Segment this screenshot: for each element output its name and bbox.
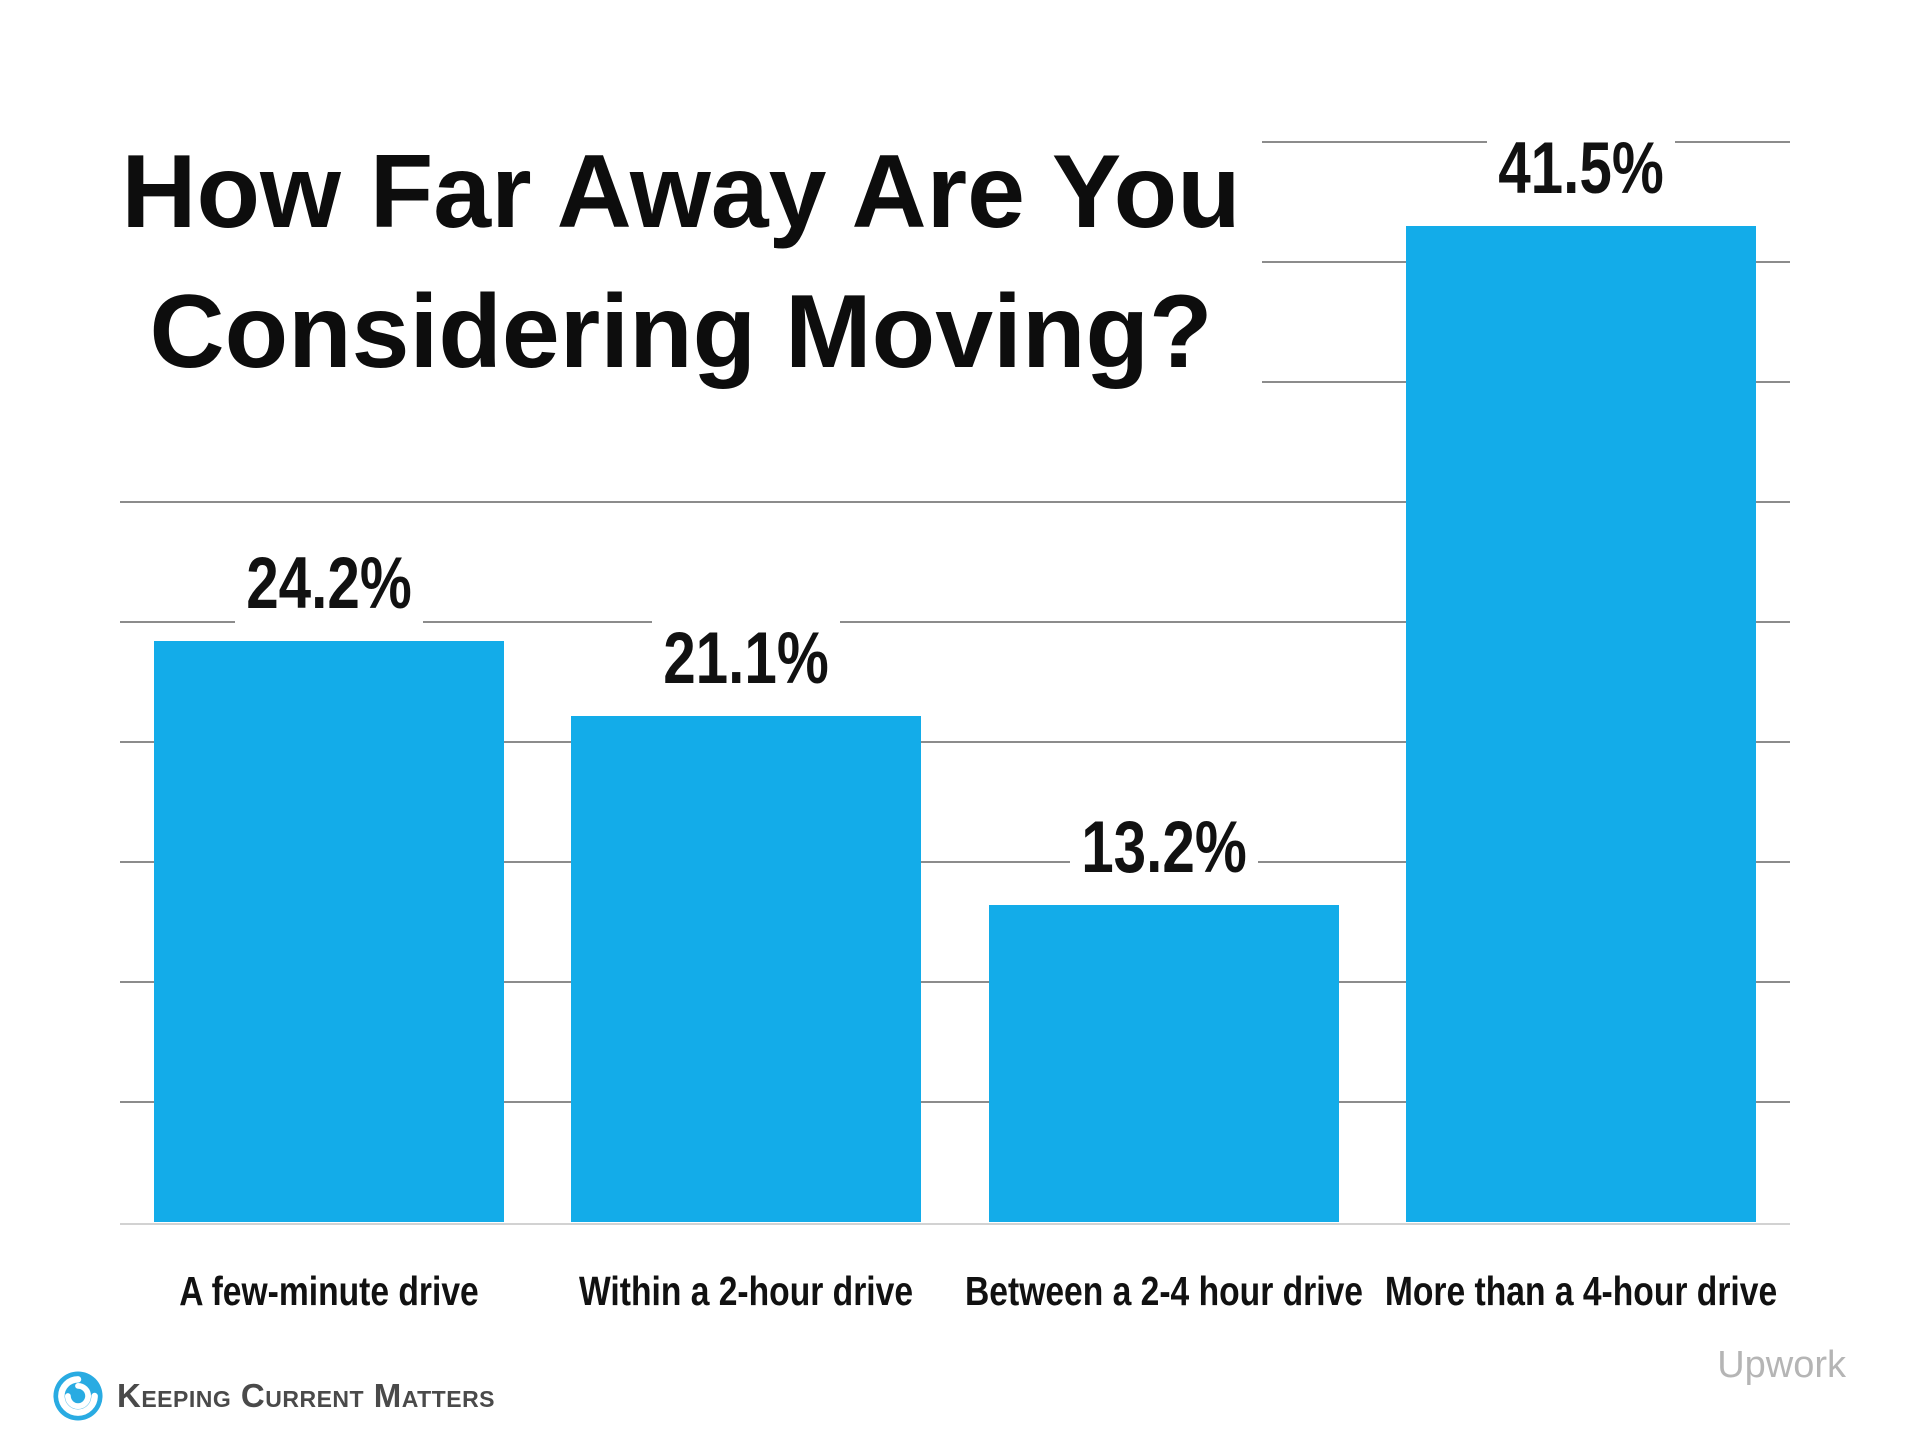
x-axis-line <box>120 1223 1790 1225</box>
kcm-brand: Keeping Current Matters <box>52 1368 495 1424</box>
chart-title: How Far Away Are You Considering Moving? <box>100 84 1262 440</box>
category-label: Between a 2-4 hour drive <box>964 1268 1363 1314</box>
gridline-20pct <box>120 741 1790 743</box>
gridline-5pct <box>120 1101 1790 1103</box>
bar <box>571 715 922 1222</box>
kcm-brand-text: Keeping Current Matters <box>117 1377 496 1414</box>
chart-title-line1: How Far Away Are You <box>121 134 1241 250</box>
bar <box>988 905 1339 1222</box>
chart-title-line2: Considering Moving? <box>149 274 1213 390</box>
bar <box>153 641 504 1222</box>
upwork-watermark: Upwork <box>1717 1344 1846 1386</box>
gridline-10pct <box>120 981 1790 983</box>
bar-value-label: 24.2% <box>234 537 423 634</box>
bar <box>1406 226 1757 1222</box>
kcm-swirl-logo-icon <box>53 1371 103 1421</box>
gridline-25pct <box>120 621 1790 623</box>
bar-value-label: 41.5% <box>1487 122 1676 218</box>
bar-value-label: 21.1% <box>652 611 841 708</box>
category-label: Within a 2-hour drive <box>579 1268 914 1314</box>
gridline-30pct <box>120 501 1790 503</box>
category-label: More than a 4-hour drive <box>1385 1268 1778 1314</box>
gridline-15pct <box>120 861 1790 863</box>
bar-value-label: 13.2% <box>1069 801 1258 898</box>
category-label: A few-minute drive <box>178 1268 479 1314</box>
